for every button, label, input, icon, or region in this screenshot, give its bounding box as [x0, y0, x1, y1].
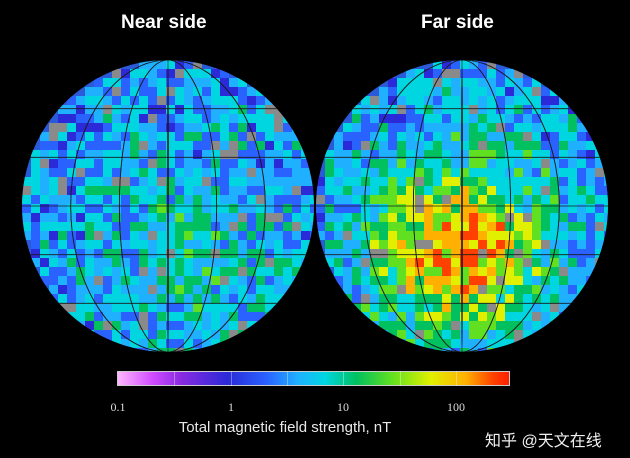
colorbar-tick-label: 1	[228, 400, 234, 414]
colorbar-tick	[456, 371, 457, 386]
colorbar	[117, 371, 510, 386]
colorbar-tick	[287, 371, 288, 386]
near-side-title: Near side	[121, 12, 207, 33]
colorbar-tick	[400, 371, 401, 386]
far-side-globe	[316, 60, 608, 352]
colorbar-tick	[174, 371, 175, 386]
colorbar-tick	[231, 371, 232, 386]
colorbar-tick-label: 0.1	[110, 400, 126, 414]
colorbar-label: Total magnetic field strength, nT	[178, 419, 392, 436]
near-side-globe	[22, 60, 314, 352]
far-side-title: Far side	[421, 12, 494, 33]
colorbar-tick-label: 10	[337, 400, 349, 414]
watermark: 知乎 @天文在线	[485, 433, 602, 450]
colorbar-tick-label: 100	[447, 400, 465, 414]
colorbar-tick	[343, 371, 344, 386]
